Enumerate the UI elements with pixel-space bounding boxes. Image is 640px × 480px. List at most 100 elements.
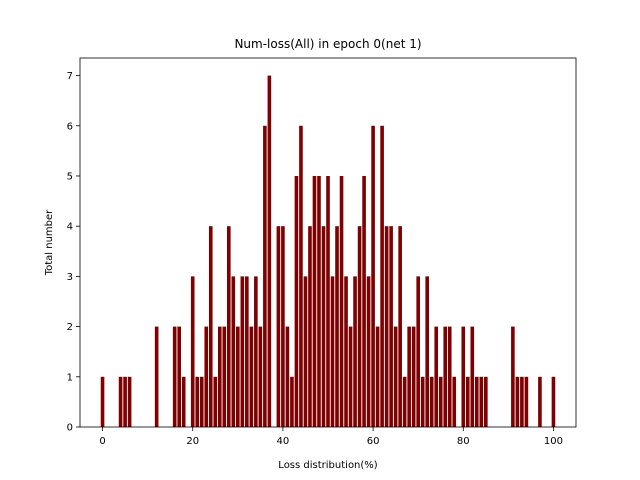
bar-82 bbox=[470, 326, 475, 427]
bar-83 bbox=[474, 376, 479, 427]
bar-21 bbox=[195, 376, 200, 427]
bar-58 bbox=[362, 175, 366, 427]
bar-97 bbox=[538, 376, 542, 427]
bar-0 bbox=[100, 376, 105, 427]
bar-29 bbox=[231, 276, 236, 427]
bar-66 bbox=[398, 226, 402, 427]
bar-37 bbox=[267, 75, 272, 428]
bar-18 bbox=[181, 376, 186, 427]
bar-47 bbox=[312, 175, 317, 427]
bar-84 bbox=[479, 376, 484, 427]
bar-80 bbox=[461, 326, 466, 427]
bar-69 bbox=[411, 326, 416, 427]
x-tick-label: 40 bbox=[277, 436, 290, 447]
bar-59 bbox=[366, 276, 371, 427]
x-tick-label: 20 bbox=[186, 436, 199, 447]
y-axis: 0 1 2 3 4 5 6 7 bbox=[67, 71, 80, 434]
bar-24 bbox=[208, 226, 213, 427]
bar-33 bbox=[249, 326, 254, 427]
bar-61 bbox=[375, 326, 380, 427]
bar-67 bbox=[402, 376, 407, 427]
x-axis-label: Loss distribution(%) bbox=[278, 460, 378, 471]
y-tick-label: 2 bbox=[67, 322, 73, 333]
y-tick-label: 4 bbox=[67, 222, 73, 233]
bar-48 bbox=[317, 175, 321, 427]
bar-55 bbox=[348, 326, 353, 427]
bar-45 bbox=[303, 276, 308, 427]
bar-74 bbox=[434, 326, 439, 427]
bar-76 bbox=[443, 326, 448, 427]
bar-60 bbox=[371, 125, 375, 427]
bar-54 bbox=[344, 276, 348, 427]
bar-100 bbox=[551, 376, 556, 427]
bar-85 bbox=[484, 376, 488, 427]
bar-75 bbox=[438, 376, 443, 427]
bar-65 bbox=[393, 326, 398, 427]
bar-50 bbox=[326, 175, 330, 427]
bar-93 bbox=[520, 376, 524, 427]
bar-30 bbox=[236, 326, 240, 427]
bar-92 bbox=[515, 376, 520, 427]
y-tick-label: 6 bbox=[67, 121, 73, 132]
bar-51 bbox=[330, 276, 335, 427]
bar-16 bbox=[172, 326, 177, 427]
bar-41 bbox=[285, 326, 290, 427]
bar-20 bbox=[190, 276, 195, 427]
y-axis-label: Total number bbox=[44, 209, 55, 276]
bar-6 bbox=[127, 376, 132, 427]
bar-68 bbox=[407, 326, 411, 427]
bar-63 bbox=[384, 226, 389, 427]
bar-26 bbox=[217, 326, 222, 427]
bar-35 bbox=[258, 326, 263, 427]
bar-57 bbox=[357, 226, 362, 427]
bar-77 bbox=[447, 326, 452, 427]
bar-36 bbox=[263, 125, 267, 427]
x-tick-label: 0 bbox=[99, 436, 105, 447]
bar-27 bbox=[222, 326, 227, 427]
bar-49 bbox=[321, 226, 326, 427]
bar-78 bbox=[452, 376, 457, 427]
bar-42 bbox=[290, 376, 294, 427]
y-tick-label: 1 bbox=[67, 372, 73, 383]
bar-39 bbox=[276, 226, 281, 427]
y-tick-label: 0 bbox=[67, 423, 73, 434]
y-tick-label: 7 bbox=[67, 71, 73, 82]
bar-72 bbox=[425, 276, 430, 427]
x-tick-label: 60 bbox=[367, 436, 380, 447]
x-tick-label: 80 bbox=[457, 436, 470, 447]
plot-frame bbox=[79, 57, 577, 428]
bar-22 bbox=[199, 376, 204, 427]
bar-56 bbox=[353, 276, 357, 427]
x-axis: 0 20 40 60 80 100 bbox=[99, 427, 563, 447]
bar-31 bbox=[240, 276, 245, 427]
bar-62 bbox=[380, 125, 384, 427]
chart-title: Num-loss(All) in epoch 0(net 1) bbox=[234, 37, 421, 51]
bar-28 bbox=[226, 226, 231, 427]
bar-40 bbox=[281, 226, 285, 427]
bar-53 bbox=[339, 175, 344, 427]
bar-34 bbox=[254, 276, 258, 427]
bar-52 bbox=[335, 226, 339, 427]
bar-32 bbox=[245, 276, 249, 427]
bar-12 bbox=[154, 326, 159, 427]
bar-5 bbox=[123, 376, 127, 427]
bar-64 bbox=[389, 226, 393, 427]
bar-44 bbox=[299, 125, 303, 427]
bar-71 bbox=[420, 376, 425, 427]
bars-group bbox=[100, 75, 556, 428]
x-tick-label: 100 bbox=[544, 436, 563, 447]
bar-94 bbox=[524, 376, 529, 427]
bar-17 bbox=[177, 326, 182, 427]
bar-73 bbox=[429, 376, 434, 427]
bar-46 bbox=[308, 226, 312, 427]
y-tick-label: 5 bbox=[67, 171, 73, 182]
bar-23 bbox=[204, 326, 209, 427]
bar-70 bbox=[416, 276, 420, 427]
y-tick-label: 3 bbox=[67, 272, 73, 283]
bar-81 bbox=[465, 376, 470, 427]
bar-43 bbox=[294, 175, 299, 427]
bar-4 bbox=[118, 376, 123, 427]
bar-91 bbox=[511, 326, 515, 427]
bar-25 bbox=[213, 376, 218, 427]
